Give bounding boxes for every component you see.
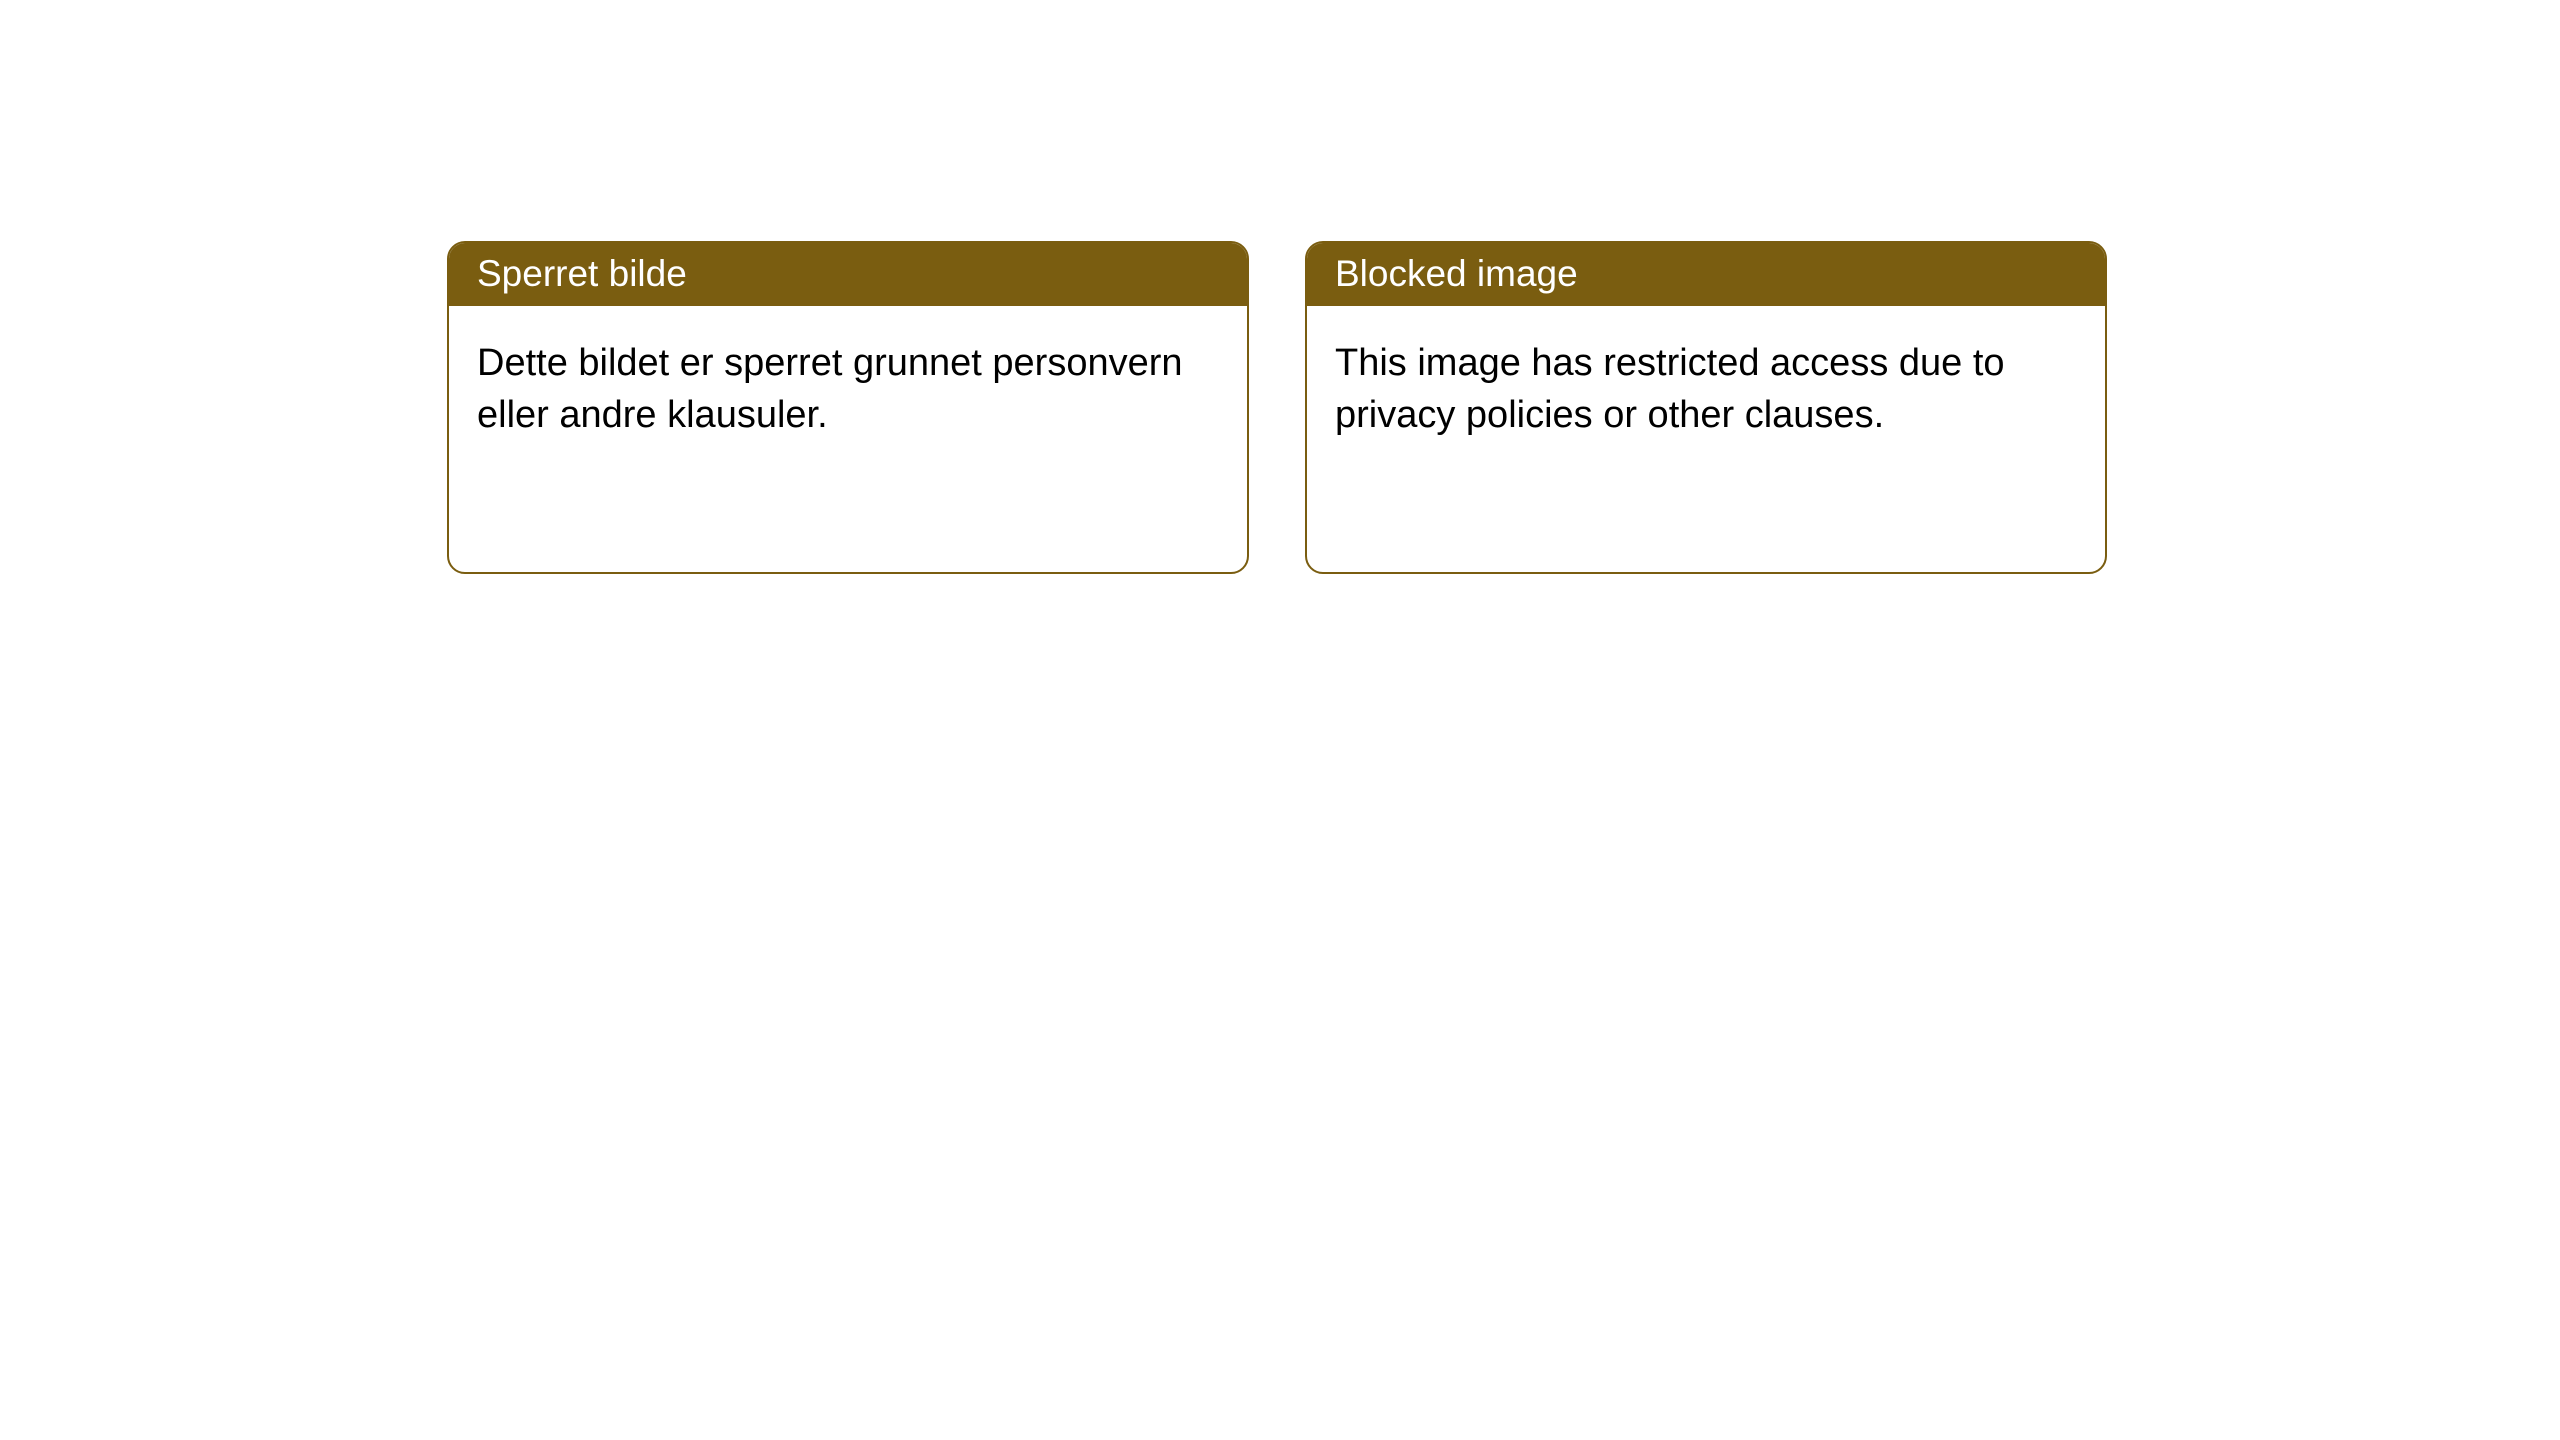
notice-body: This image has restricted access due to … — [1307, 306, 2105, 473]
notice-header: Sperret bilde — [449, 243, 1247, 306]
notice-body: Dette bildet er sperret grunnet personve… — [449, 306, 1247, 473]
notice-box-norwegian: Sperret bilde Dette bildet er sperret gr… — [447, 241, 1249, 574]
notice-container: Sperret bilde Dette bildet er sperret gr… — [0, 0, 2560, 574]
notice-header: Blocked image — [1307, 243, 2105, 306]
notice-box-english: Blocked image This image has restricted … — [1305, 241, 2107, 574]
